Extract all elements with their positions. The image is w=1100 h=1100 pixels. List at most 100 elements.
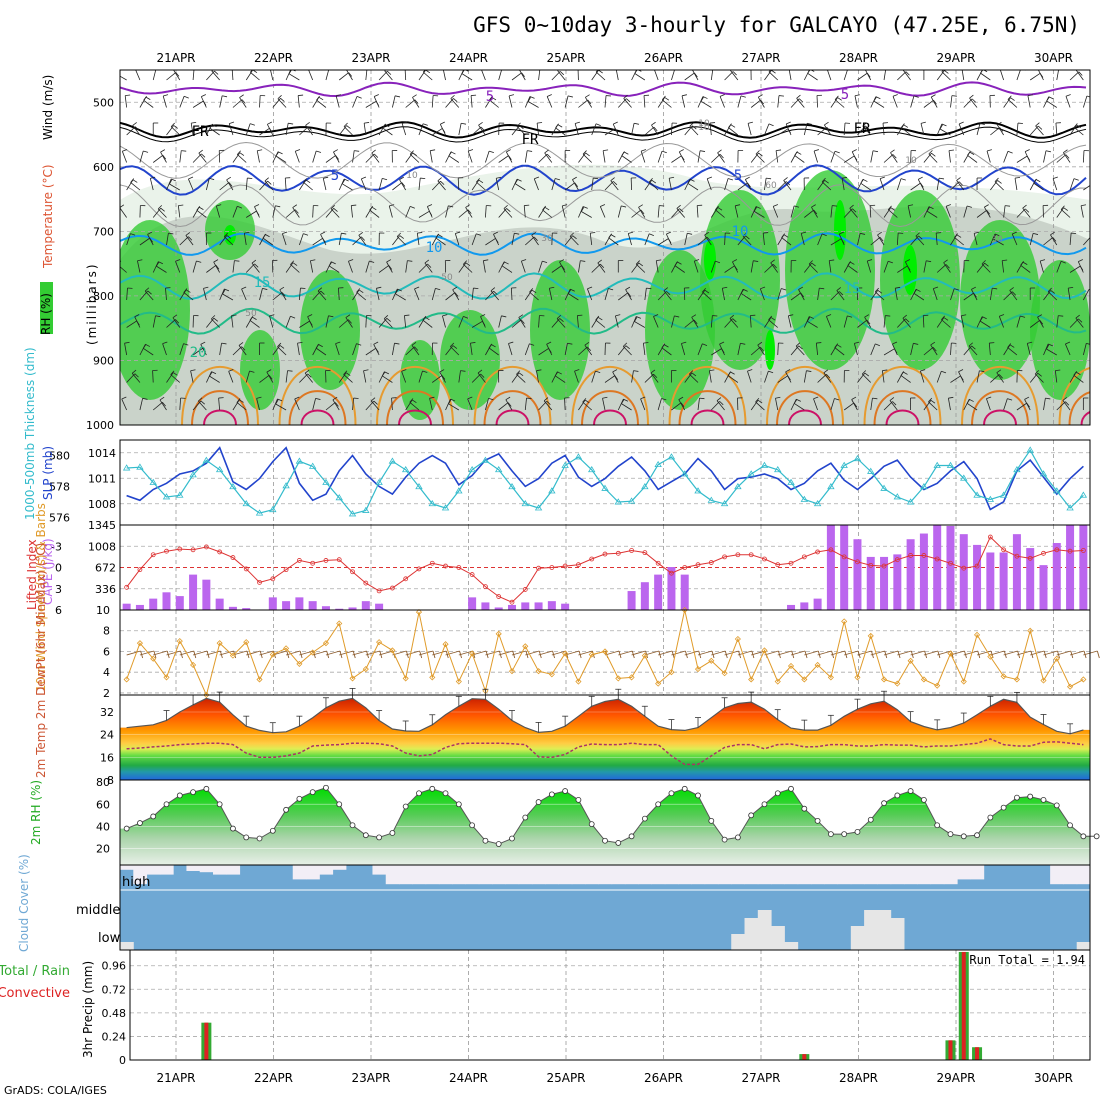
high-cloud-gap xyxy=(903,865,918,885)
wind-barb xyxy=(224,236,234,246)
wind-barb xyxy=(800,233,805,246)
wind-barb-flag xyxy=(1050,231,1055,236)
slp-point xyxy=(720,499,729,507)
wind-barb-flag xyxy=(692,125,697,130)
wind-barb xyxy=(990,127,1000,136)
wind-barb xyxy=(556,318,566,328)
wind-barb xyxy=(363,370,367,383)
wind-barb-flag xyxy=(768,315,773,321)
wind-barb xyxy=(205,178,210,191)
cape-tick-label: 336 xyxy=(95,583,116,596)
wind-barb-flag xyxy=(554,371,559,377)
wind-barb-flag xyxy=(318,96,324,101)
wind-barb xyxy=(981,263,991,273)
wind-barb-flag xyxy=(1075,314,1080,319)
wind-barb xyxy=(299,320,310,328)
wind-barb xyxy=(416,233,420,246)
wind-barb-flag xyxy=(694,259,700,262)
wind-barb xyxy=(465,207,473,218)
wind-barb-flag xyxy=(669,176,675,179)
slp-point xyxy=(282,482,290,489)
wind-barb xyxy=(922,315,925,328)
wind-speed-point xyxy=(508,668,516,675)
wind-barb-flag xyxy=(719,94,725,97)
wind-barb xyxy=(750,206,757,218)
wind-barb xyxy=(948,150,951,163)
slp-point xyxy=(920,482,928,490)
wind-barb xyxy=(634,321,646,328)
wind-barb-flag xyxy=(1039,320,1044,325)
rh-tick-label: 80 xyxy=(96,776,110,789)
wind-barb-flag xyxy=(381,371,386,377)
wind-barb-flag xyxy=(827,67,832,69)
boundary-temp-contour xyxy=(376,365,454,425)
wind-barb xyxy=(316,99,327,108)
wind-barb-flag xyxy=(608,233,613,239)
wind-barb-flag xyxy=(175,259,181,262)
wind-barb xyxy=(124,95,128,108)
wind-barb xyxy=(392,235,401,246)
slp-point xyxy=(1013,465,1021,473)
lifted-index-point xyxy=(270,576,276,582)
wind-barb-flag xyxy=(808,260,813,265)
cape-bar xyxy=(1052,543,1061,610)
wind-barb-flag xyxy=(534,176,540,180)
wind-barb-flag xyxy=(287,370,293,372)
wind-barb-flag xyxy=(132,179,138,183)
cape-bar xyxy=(840,525,849,610)
wind-barb xyxy=(134,316,141,328)
wind-barb xyxy=(299,179,307,191)
wind-barb xyxy=(452,289,460,301)
rh-point xyxy=(203,785,210,792)
wind-barb-flag xyxy=(549,286,555,289)
wind-barb xyxy=(870,150,874,163)
surface-wind-barb xyxy=(671,650,686,656)
wind-barb-flag xyxy=(715,260,721,264)
wind-barb-flag xyxy=(1037,372,1042,377)
high-cloud-gap xyxy=(332,865,347,870)
wind-barb xyxy=(418,123,424,136)
wind-barb-flag xyxy=(303,178,307,183)
wind-barb xyxy=(448,403,460,411)
wind-barb-flag xyxy=(641,149,647,152)
wind-barb-flag xyxy=(514,179,519,184)
wind-speed-point xyxy=(841,618,848,625)
lifted-index-point xyxy=(1080,548,1086,553)
wind-barb xyxy=(589,233,593,246)
wind-barb-flag xyxy=(384,124,390,128)
wind-barb xyxy=(1016,123,1019,136)
wind-barb-flag xyxy=(1046,344,1050,350)
wind-barb-flag xyxy=(706,236,711,242)
wind-barb xyxy=(928,153,938,163)
wind-barb xyxy=(775,398,779,411)
precip-convective-bar xyxy=(948,1040,953,1060)
freezing-level-contour-2 xyxy=(120,126,1087,143)
wind-speed-point xyxy=(641,652,648,659)
high-cloud-gap xyxy=(771,865,785,885)
lifted-index-point xyxy=(828,547,834,553)
wind-barb xyxy=(203,288,207,301)
cape-bar xyxy=(654,574,663,610)
wind-barb-flag xyxy=(997,121,1002,126)
wind-barb xyxy=(211,318,220,328)
high-cloud-gap xyxy=(558,865,573,885)
wind-barb xyxy=(1033,182,1044,191)
wind-barb-flag xyxy=(160,149,166,153)
wind-barb xyxy=(312,205,314,218)
surface-wind-barb xyxy=(684,650,699,656)
lifted-index-point xyxy=(615,550,621,556)
wind-barb xyxy=(384,70,393,81)
wind-barb-flag xyxy=(346,125,351,129)
wind-barb-flag xyxy=(496,176,502,179)
wind-barb-flag xyxy=(1093,183,1096,187)
wind-barb-flag xyxy=(793,399,798,404)
wind-barb-flag xyxy=(740,289,745,294)
wind-barb-flag xyxy=(526,397,532,399)
wind-barb xyxy=(241,288,247,301)
wind-barb xyxy=(1043,150,1047,163)
wind-barb-flag xyxy=(728,123,732,128)
wind-barb-flag xyxy=(536,369,542,372)
wind-barb-flag xyxy=(162,341,168,345)
wind-barb-flag xyxy=(188,236,193,241)
wind-barb xyxy=(750,152,759,163)
